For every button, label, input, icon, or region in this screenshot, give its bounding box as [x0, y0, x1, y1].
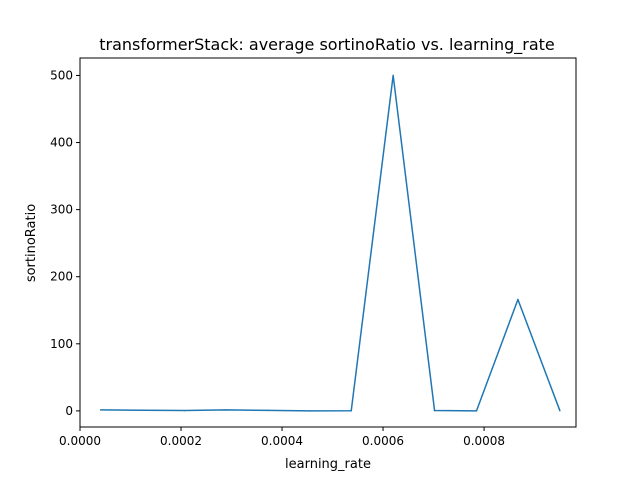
- series-line: [100, 74, 561, 412]
- x-axis-label: learning_rate: [285, 457, 371, 472]
- y-tick-label: 0: [65, 404, 73, 418]
- series-layer: [99, 74, 561, 412]
- y-axis-label: sortinoRatio: [24, 204, 39, 282]
- data-point: [99, 409, 102, 411]
- x-tick-label: 0.0006: [362, 434, 404, 448]
- plot-area: [80, 58, 576, 427]
- data-point: [350, 410, 352, 412]
- data-point: [475, 410, 478, 412]
- data-point: [309, 410, 311, 412]
- x-tick-label: 0.0008: [463, 434, 505, 448]
- x-tick-label: 0.0000: [59, 434, 101, 448]
- data-point: [433, 409, 436, 412]
- data-point: [517, 298, 519, 301]
- x-tick-label: 0.0002: [160, 434, 202, 448]
- y-tick-label: 100: [50, 337, 73, 351]
- data-point: [267, 409, 269, 412]
- y-tick-label: 200: [50, 270, 73, 284]
- data-point: [225, 409, 227, 411]
- chart-title: transformerStack: average sortinoRatio v…: [99, 35, 554, 55]
- y-tick-label: 500: [50, 68, 73, 82]
- y-axis-ticks: 0 100 200 300 400 500: [50, 68, 80, 418]
- x-axis-ticks: 0.0000 0.0002 0.0004 0.0006 0.0008: [59, 427, 505, 448]
- plot-frame: [79, 57, 577, 428]
- y-tick-label: 300: [50, 203, 73, 217]
- x-tick-label: 0.0004: [261, 434, 303, 448]
- data-point: [183, 409, 186, 412]
- data-point: [141, 409, 144, 411]
- data-point: [559, 409, 561, 412]
- data-point: [392, 74, 394, 77]
- y-tick-label: 400: [50, 136, 73, 150]
